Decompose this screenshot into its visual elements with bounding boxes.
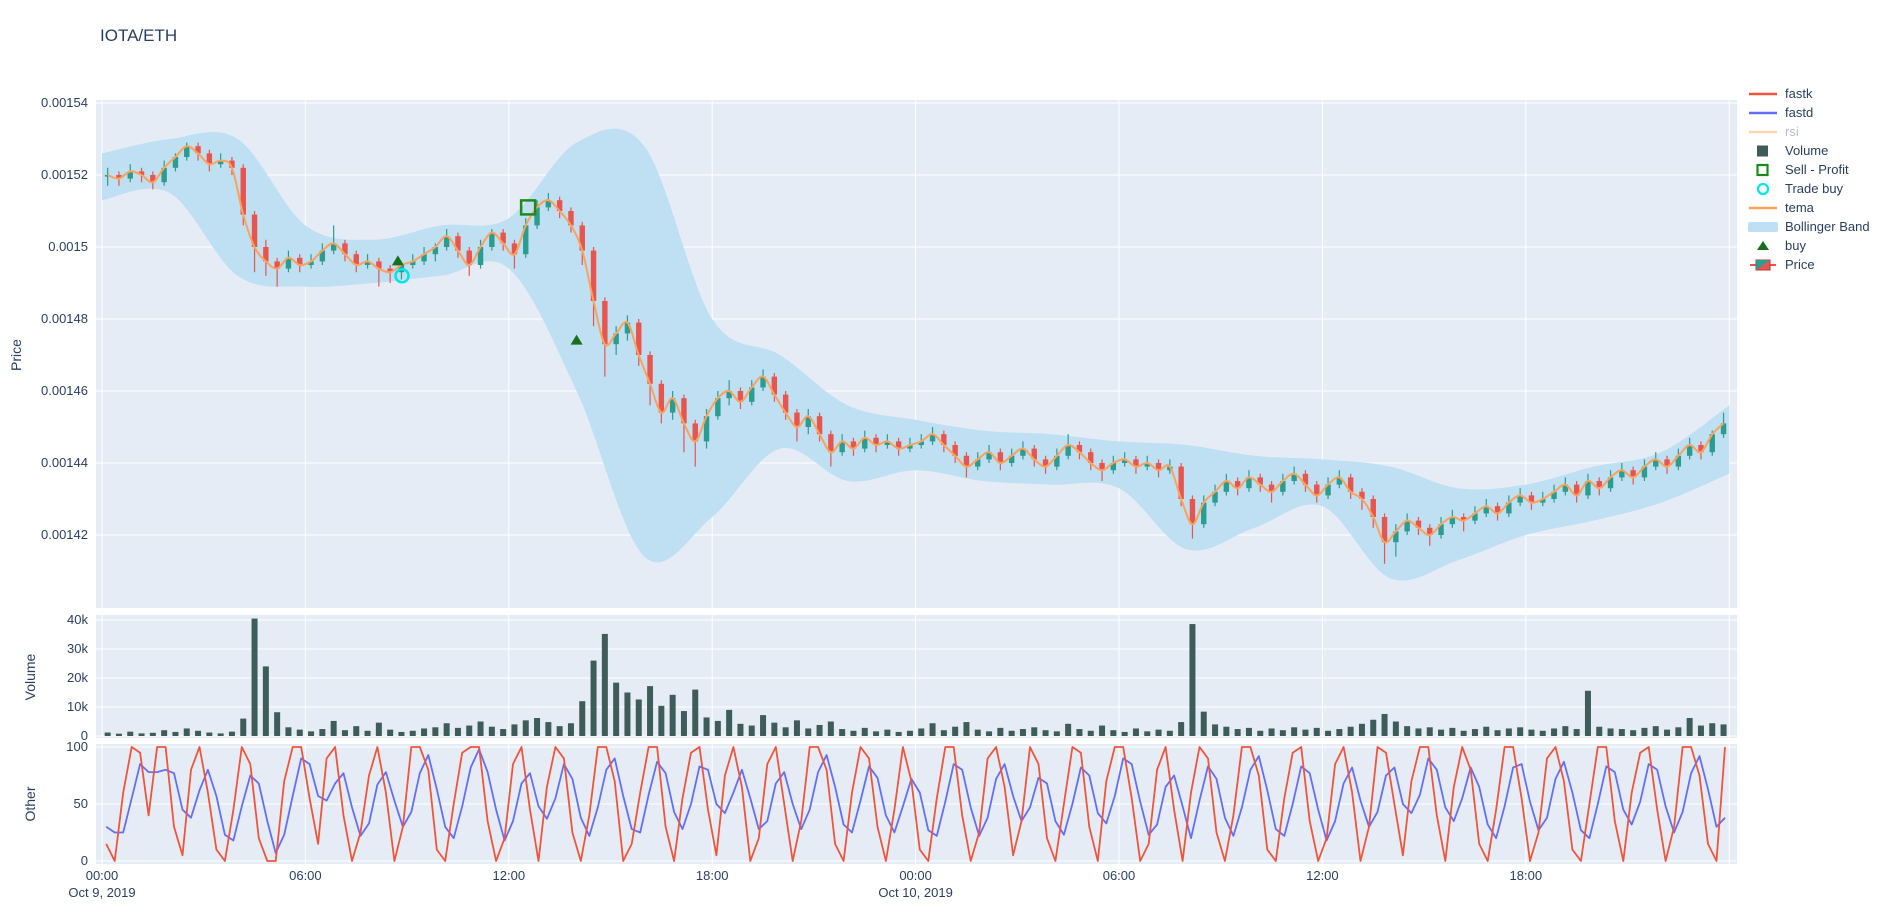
- legend-swatch-line-icon: [1749, 92, 1777, 95]
- volume-tick-label: 0: [80, 728, 88, 743]
- legend-item-label: buy: [1785, 238, 1806, 253]
- legend-item-trade-buy[interactable]: Trade buy: [1748, 179, 1870, 198]
- trade-buy-marker-icon: [394, 268, 410, 284]
- x-tick-label: 06:00: [1102, 868, 1136, 883]
- legend-item-label: tema: [1785, 200, 1814, 215]
- x-tick-label: 00:00: [85, 868, 119, 883]
- x-tick-label: 06:00: [289, 868, 322, 883]
- legend-swatch-candle-icon: [1750, 259, 1776, 270]
- price-tick-label: 0.00148: [41, 311, 88, 326]
- legend-item-bollinger-band[interactable]: Bollinger Band: [1748, 217, 1870, 236]
- legend-swatch-line-icon: [1749, 111, 1777, 114]
- legend-item-label: Volume: [1785, 143, 1829, 158]
- volume-tick-label: 20k: [67, 670, 88, 685]
- legend-item-tema[interactable]: tema: [1748, 198, 1870, 217]
- legend-item-label: fastd: [1785, 105, 1814, 120]
- tema-line: [107, 145, 1725, 544]
- legend-swatch-square-fill-icon: [1757, 145, 1768, 156]
- x-date-label: Oct 9, 2019: [68, 885, 136, 900]
- x-date-label: Oct 10, 2019: [878, 885, 953, 900]
- legend-item-price[interactable]: Price: [1748, 255, 1870, 274]
- legend-item-label: Bollinger Band: [1785, 219, 1870, 234]
- buy-marker-icon: [391, 255, 404, 266]
- volume-panel[interactable]: [96, 615, 1737, 738]
- x-tick-label: 00:00: [899, 868, 932, 883]
- volume-axis-title: Volume: [22, 653, 38, 701]
- x-tick-label: 18:00: [695, 868, 729, 883]
- x-tick-label: 18:00: [1509, 868, 1543, 883]
- legend: fastk fastd rsi Volume Sell - Profit Trade bu…: [1748, 84, 1870, 274]
- legend-item-label: fastk: [1785, 86, 1813, 101]
- price-tick-label: 0.00152: [41, 167, 88, 182]
- fastd-line: [105, 748, 1726, 854]
- price-tick-label: 0.00144: [41, 455, 88, 470]
- price-tick-label: 0.00146: [41, 383, 88, 398]
- legend-swatch-line-icon: [1749, 130, 1777, 133]
- price-axis-title: Price: [8, 339, 24, 371]
- volume-tick-label: 10k: [67, 699, 88, 714]
- buy-marker-icon: [570, 334, 583, 345]
- legend-item-volume[interactable]: Volume: [1748, 141, 1870, 160]
- legend-item-label: rsi: [1785, 124, 1799, 139]
- fastk-line: [105, 746, 1726, 862]
- legend-swatch-circle-open-icon: [1756, 182, 1770, 195]
- oscillator-lines: [105, 746, 1726, 862]
- sell-profit-marker-icon: [519, 199, 537, 216]
- legend-item-label: Price: [1785, 257, 1815, 272]
- other-tick-label: 0: [80, 853, 88, 868]
- legend-item-sell-profit[interactable]: Sell - Profit: [1748, 160, 1870, 179]
- legend-item-label: Trade buy: [1785, 181, 1844, 196]
- legend-swatch-line-icon: [1749, 206, 1777, 209]
- volume-tick-label: 40k: [67, 612, 88, 627]
- price-tick-label: 0.00154: [41, 95, 88, 110]
- chart-title: IOTA/ETH: [100, 26, 178, 45]
- legend-item-rsi[interactable]: rsi: [1748, 122, 1870, 141]
- volume-bars: [104, 618, 1727, 736]
- legend-swatch-triangle-icon: [1757, 240, 1769, 250]
- legend-item-fastd[interactable]: fastd: [1748, 103, 1870, 122]
- legend-swatch-square-open-icon: [1756, 163, 1769, 176]
- legend-item-fastk[interactable]: fastk: [1748, 84, 1870, 103]
- legend-item-label: Sell - Profit: [1785, 162, 1849, 177]
- other-tick-label: 50: [73, 796, 88, 811]
- x-tick-label: 12:00: [492, 868, 526, 883]
- price-tick-label: 0.00142: [41, 527, 88, 542]
- other-tick-label: 100: [66, 739, 88, 754]
- x-tick-label: 12:00: [1306, 868, 1339, 883]
- other-axis-title: Other: [22, 786, 38, 822]
- price-tick-label: 0.0015: [48, 239, 88, 254]
- trade-markers: [391, 199, 583, 345]
- bollinger-band-area: [102, 128, 1730, 581]
- volume-tick-label: 30k: [67, 641, 88, 656]
- legend-item-buy[interactable]: buy: [1748, 236, 1870, 255]
- legend-swatch-band-icon: [1748, 221, 1778, 232]
